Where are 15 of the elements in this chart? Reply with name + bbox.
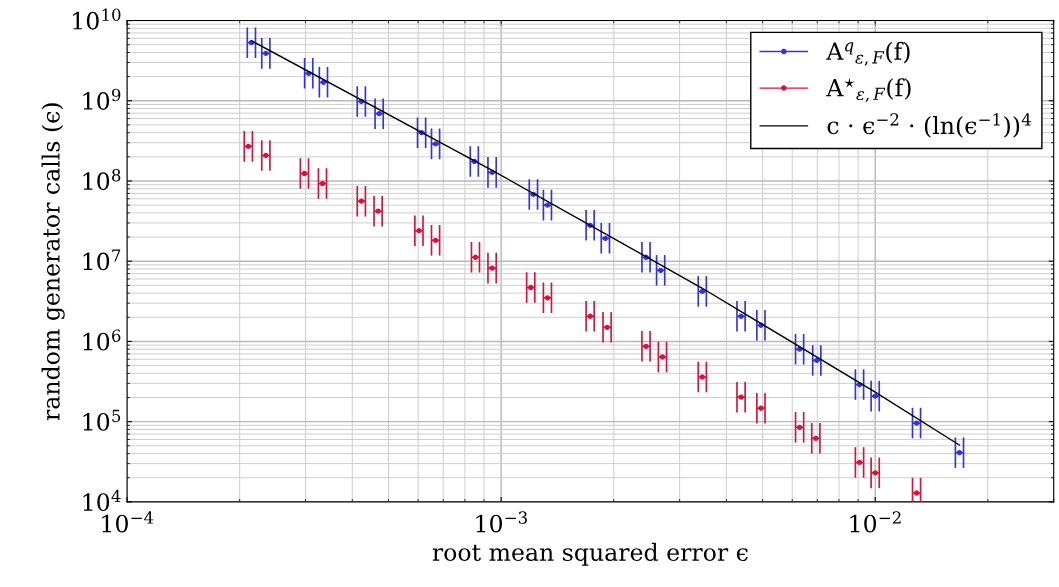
y-axis-title: random generator calls (ϵ) — [41, 103, 65, 421]
legend-label: c · ϵ$^{−2}$ · (ln(ϵ$^{−1}$))$^{4}$ — [827, 113, 1031, 138]
y-tick-label: 10$^{8}$ — [83, 168, 121, 191]
y-tick-label: 10$^{10}$ — [73, 8, 121, 30]
y-tick-label: 10$^{4}$ — [83, 489, 121, 512]
y-tick-label: 10$^{5}$ — [83, 409, 121, 431]
legend-label: A$^{⋆}$$_{ε,F}$(f) — [826, 77, 911, 103]
x-tick-label: 10$^{−4}$ — [102, 511, 154, 533]
x-tick-label: 10$^{−2}$ — [850, 511, 901, 533]
x-axis-title: root mean squared error ϵ — [432, 542, 748, 566]
legend-label: A$^{q}$$_{ε,F}$(f) — [826, 41, 910, 66]
x-tick-label: 10$^{−3}$ — [476, 511, 527, 533]
y-tick-label: 10$^{6}$ — [83, 329, 121, 351]
y-tick-label: 10$^{7}$ — [83, 249, 121, 271]
y-tick-label: 10$^{9}$ — [83, 88, 121, 110]
